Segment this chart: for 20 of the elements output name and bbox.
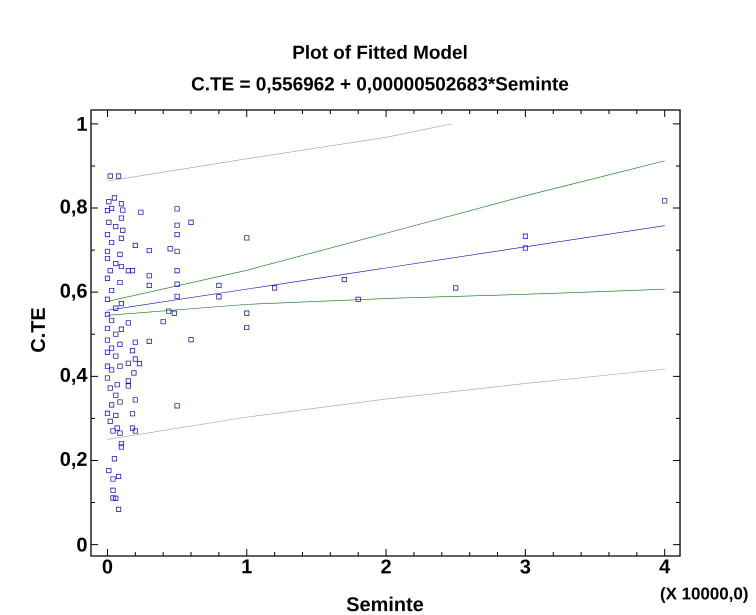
y-axis-title: C.TE — [30, 308, 46, 352]
y-tick-label: 0 — [77, 538, 87, 552]
y-tick-label: 0,6 — [60, 284, 87, 301]
y-tick-label: 1 — [78, 117, 87, 131]
line-series — [107, 368, 665, 440]
line-series — [107, 160, 665, 302]
x-axis-title: Seminte — [346, 596, 424, 612]
chart-title: Plot of Fitted Model — [293, 45, 466, 59]
x-tick-label: 1 — [242, 560, 252, 574]
x-tick-label: 0 — [102, 560, 112, 574]
y-tick-label: 0,8 — [60, 200, 87, 217]
y-tick-label: 0,2 — [60, 452, 87, 469]
line-series — [107, 288, 665, 316]
line-series — [107, 124, 452, 182]
x-tick-label: 2 — [381, 560, 391, 574]
y-tick-label: 0,4 — [60, 368, 88, 385]
text: (X 10000,0) — [660, 587, 748, 603]
x-tick-label: 4 — [659, 560, 670, 574]
chart-subtitle: C.TE = 0,556962 + 0,00000502683*Seminte — [192, 76, 568, 94]
x-tick-label: 3 — [520, 560, 530, 574]
